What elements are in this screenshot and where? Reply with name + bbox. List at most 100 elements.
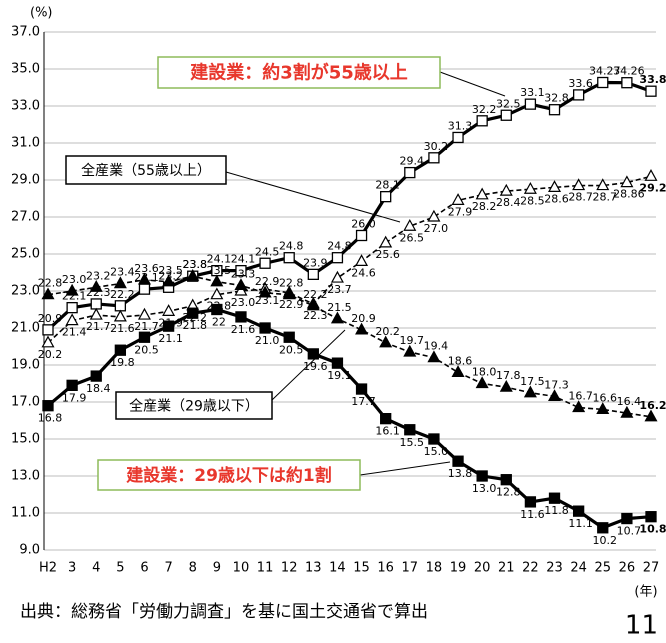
marker (524, 496, 537, 508)
source: 出典：総務省「労働力調査」を基に国土交通省で算出 (20, 602, 428, 622)
data-label: 19.1 (327, 369, 352, 382)
marker (137, 307, 151, 320)
marker (596, 178, 610, 191)
legend-box (115, 391, 273, 420)
data-label: 29.4 (400, 155, 425, 168)
leader-line (359, 461, 451, 476)
marker (235, 264, 247, 277)
legend-box (157, 56, 441, 89)
data-label: 11.6 (520, 508, 545, 521)
marker (137, 272, 151, 285)
data-label: 26.5 (400, 231, 425, 244)
data-label: 28.7 (593, 191, 618, 204)
data-label: 19.7 (400, 334, 425, 347)
marker (548, 492, 561, 504)
y-tick-label: 27.0 (11, 210, 40, 225)
x-tick-label: 11 (257, 561, 274, 576)
marker (307, 268, 319, 281)
y-tick-label: 21.0 (11, 321, 40, 336)
data-label: 16.4 (617, 395, 642, 408)
marker (500, 109, 512, 121)
data-label: 28.86 (613, 188, 645, 201)
marker (283, 331, 295, 343)
x-tick-label: 20 (474, 561, 491, 576)
y-tick-label: 9.0 (19, 543, 40, 558)
data-label: 23.2 (158, 269, 183, 282)
marker (66, 379, 78, 392)
marker (403, 219, 417, 231)
data-label: 22.8 (38, 277, 63, 290)
marker (113, 276, 127, 289)
data-label: 33.8 (639, 73, 666, 86)
legend-label: 全産業（55歳以上） (81, 162, 211, 179)
data-label: 24.1 (231, 253, 256, 266)
data-label: 23.0 (62, 273, 87, 286)
x-tick-label: 16 (377, 561, 394, 576)
marker (428, 433, 440, 445)
data-label: 23.7 (327, 283, 352, 296)
data-label: 28.5 (520, 194, 545, 207)
marker (476, 470, 488, 482)
marker (113, 309, 127, 322)
marker (548, 104, 561, 116)
marker (210, 274, 224, 287)
marker (452, 455, 464, 467)
marker (259, 257, 271, 269)
x-tick-label: 4 (92, 561, 100, 576)
marker (307, 348, 319, 360)
marker (572, 178, 586, 191)
marker (475, 187, 489, 200)
x-tick-label: 15 (353, 561, 370, 576)
y-tick-label: 29.0 (11, 173, 40, 188)
marker (355, 254, 369, 266)
marker (42, 400, 54, 412)
legend-label: 建設業：約3割が55歳以上 (190, 62, 408, 84)
marker (41, 287, 55, 300)
marker (451, 193, 465, 205)
legend-label: 建設業：29歳以下は約1割 (126, 465, 332, 486)
marker (283, 252, 295, 264)
data-label: 16.2 (639, 399, 666, 412)
data-label: 22.9 (279, 298, 304, 311)
marker (138, 283, 151, 295)
data-label: 12.8 (496, 486, 521, 499)
data-label: 28.1 (375, 179, 400, 192)
data-label: 16.1 (375, 425, 400, 438)
marker (330, 270, 344, 283)
data-label: 29.2 (639, 181, 666, 194)
marker (452, 131, 464, 144)
data-label: 10.2 (593, 534, 618, 547)
data-label: 24.1 (207, 253, 232, 266)
x-tick-label: 22 (522, 561, 539, 576)
marker (89, 280, 103, 292)
leader-line (271, 329, 346, 401)
data-label: 13.0 (472, 482, 497, 495)
y-tick-label: 11.0 (11, 506, 40, 521)
data-label: 21.5 (327, 301, 352, 314)
marker (355, 383, 368, 395)
y-tick-label: 37.0 (11, 25, 40, 40)
marker (499, 183, 513, 196)
x-tick-label: 7 (164, 561, 172, 576)
marker (379, 335, 393, 348)
legend-box (65, 155, 227, 185)
data-label: 11.1 (568, 517, 593, 530)
data-label: 24.6 (351, 266, 376, 279)
data-label: 23.0 (231, 296, 256, 309)
marker (597, 522, 609, 534)
data-label: 22 (212, 316, 226, 329)
marker (644, 169, 658, 181)
y-tick-label: 35.0 (11, 62, 40, 77)
marker (42, 324, 54, 336)
marker (645, 85, 657, 97)
x-tick-label: 21 (498, 561, 515, 576)
data-label: 21.8 (182, 319, 207, 332)
data-label: 23.9 (303, 256, 328, 269)
marker (234, 278, 248, 291)
x-tick-label: 5 (116, 561, 124, 576)
x-tick-label: 14 (329, 561, 346, 576)
y-tick-label: 13.0 (11, 469, 40, 484)
data-label: 26.0 (351, 218, 376, 231)
marker (306, 298, 320, 311)
data-label: 28.7 (568, 191, 593, 204)
